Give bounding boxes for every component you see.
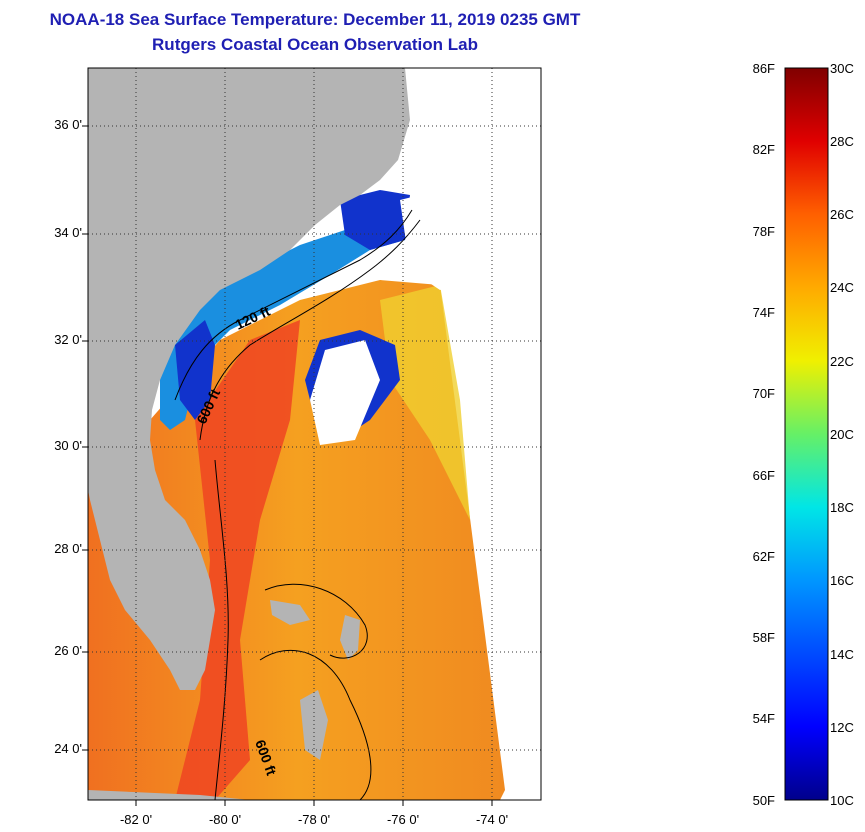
lat-label: 32 0' — [54, 332, 82, 347]
colorbar-c-label: 12C — [830, 720, 854, 735]
lat-label: 28 0' — [54, 541, 82, 556]
lat-label: 30 0' — [54, 438, 82, 453]
colorbar-f-label: 86F — [752, 61, 775, 76]
lon-label: -78 0' — [297, 812, 331, 827]
lon-label: -82 0' — [119, 812, 153, 827]
lon-label: -80 0' — [208, 812, 242, 827]
colorbar-c-label: 10C — [830, 793, 854, 808]
colorbar-f-label: 58F — [752, 630, 775, 645]
colorbar-c-label: 14C — [830, 647, 854, 662]
lon-label: -74 0' — [475, 812, 509, 827]
bahamas-island-2 — [340, 615, 360, 660]
colorbar-f-label: 54F — [752, 711, 775, 726]
map-subtitle: Rutgers Coastal Ocean Observation Lab — [152, 35, 478, 54]
colorbar-f-label: 62F — [752, 549, 775, 564]
colorbar-f-label: 50F — [752, 793, 775, 808]
land-mass — [88, 68, 410, 690]
cloud-patch-north — [400, 195, 480, 290]
yellow-outer-water — [380, 285, 470, 520]
lat-label: 26 0' — [54, 643, 82, 658]
lon-label: -76 0' — [386, 812, 420, 827]
colorbar-f-label: 82F — [752, 142, 775, 157]
isobath-120ft — [174, 209, 413, 401]
map-title: NOAA-18 Sea Surface Temperature: Decembe… — [49, 10, 581, 29]
colorbar — [784, 67, 829, 801]
colorbar-f-label: 66F — [752, 468, 775, 483]
isobath-shelf-edge — [214, 459, 229, 801]
colorbar-c-label: 30C — [830, 61, 854, 76]
lat-label: 34 0' — [54, 225, 82, 240]
colorbar-f-label: 78F — [752, 224, 775, 239]
bahamas-island-3 — [270, 600, 310, 625]
colorbar-c-label: 16C — [830, 573, 854, 588]
colorbar-f-label: 70F — [752, 386, 775, 401]
gulf-stream-core — [175, 320, 300, 800]
axis-ticks — [82, 125, 493, 806]
cold-coastal-dark — [175, 320, 215, 420]
colorbar-c-label: 18C — [830, 500, 854, 515]
isobath-600ft — [199, 219, 421, 441]
bahamas-contour — [259, 649, 372, 801]
lat-label: 36 0' — [54, 117, 82, 132]
colorbar-c-label: 26C — [830, 207, 854, 222]
colorbar-c-label: 20C — [830, 427, 854, 442]
cuba-coast — [88, 790, 250, 800]
colorbar-c-label: 24C — [830, 280, 854, 295]
cloud-patch — [310, 340, 380, 445]
colorbar-c-label: 28C — [830, 134, 854, 149]
colorbar-f-label: 74F — [752, 305, 775, 320]
bahamas-contour-2 — [264, 583, 368, 659]
lat-label: 24 0' — [54, 741, 82, 756]
colorbar-c-label: 22C — [830, 354, 854, 369]
